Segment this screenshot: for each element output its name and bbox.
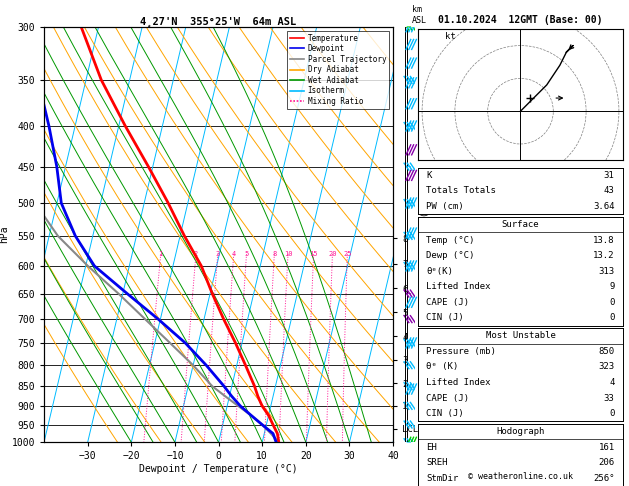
Text: © weatheronline.co.uk: © weatheronline.co.uk [468, 472, 573, 481]
Text: 01.10.2024  12GMT (Base: 00): 01.10.2024 12GMT (Base: 00) [438, 15, 603, 25]
Text: K: K [426, 171, 432, 180]
Text: 20: 20 [328, 251, 337, 257]
Text: Most Unstable: Most Unstable [486, 331, 555, 340]
Text: 3.64: 3.64 [593, 202, 615, 211]
Text: PW (cm): PW (cm) [426, 202, 464, 211]
Text: Lifted Index: Lifted Index [426, 282, 491, 291]
Text: 5: 5 [245, 251, 248, 257]
Text: 161: 161 [598, 443, 615, 451]
Text: 0: 0 [609, 298, 615, 307]
Text: 10: 10 [284, 251, 292, 257]
Text: 2: 2 [194, 251, 198, 257]
Text: Temp (°C): Temp (°C) [426, 236, 475, 244]
Text: 3: 3 [216, 251, 220, 257]
Text: 0: 0 [609, 313, 615, 322]
Text: 256°: 256° [593, 474, 615, 483]
Text: Hodograph: Hodograph [496, 427, 545, 436]
Text: 9: 9 [609, 282, 615, 291]
Text: 313: 313 [598, 267, 615, 276]
Text: 323: 323 [598, 363, 615, 371]
Text: 1: 1 [159, 251, 163, 257]
X-axis label: Dewpoint / Temperature (°C): Dewpoint / Temperature (°C) [139, 464, 298, 474]
Text: SREH: SREH [426, 458, 448, 467]
Y-axis label: hPa: hPa [0, 226, 9, 243]
Text: Pressure (mb): Pressure (mb) [426, 347, 496, 356]
Title: 4¸27'N  355°25'W  64m ASL: 4¸27'N 355°25'W 64m ASL [140, 16, 297, 26]
Text: Surface: Surface [502, 220, 539, 229]
Text: EH: EH [426, 443, 437, 451]
Text: Lifted Index: Lifted Index [426, 378, 491, 387]
Text: Totals Totals: Totals Totals [426, 187, 496, 195]
Text: 43: 43 [604, 187, 615, 195]
Text: θᵉ (K): θᵉ (K) [426, 363, 459, 371]
Text: 33: 33 [604, 394, 615, 402]
Text: 25: 25 [343, 251, 352, 257]
Text: StmDir: StmDir [426, 474, 459, 483]
Text: 13.2: 13.2 [593, 251, 615, 260]
Text: 13.8: 13.8 [593, 236, 615, 244]
Text: CAPE (J): CAPE (J) [426, 298, 469, 307]
Y-axis label: Mixing Ratio (g/kg): Mixing Ratio (g/kg) [421, 187, 430, 282]
Text: 0: 0 [609, 409, 615, 418]
Text: 206: 206 [598, 458, 615, 467]
Legend: Temperature, Dewpoint, Parcel Trajectory, Dry Adiabat, Wet Adiabat, Isotherm, Mi: Temperature, Dewpoint, Parcel Trajectory… [287, 31, 389, 109]
Text: θᵉ(K): θᵉ(K) [426, 267, 454, 276]
Text: 15: 15 [309, 251, 318, 257]
Text: CIN (J): CIN (J) [426, 409, 464, 418]
Text: Dewp (°C): Dewp (°C) [426, 251, 475, 260]
Text: CIN (J): CIN (J) [426, 313, 464, 322]
Text: km
ASL: km ASL [413, 5, 427, 25]
Text: 8: 8 [272, 251, 277, 257]
Text: 850: 850 [598, 347, 615, 356]
Text: kt: kt [445, 32, 456, 41]
Text: 31: 31 [604, 171, 615, 180]
Text: CAPE (J): CAPE (J) [426, 394, 469, 402]
Text: 4: 4 [609, 378, 615, 387]
Text: 4: 4 [231, 251, 236, 257]
